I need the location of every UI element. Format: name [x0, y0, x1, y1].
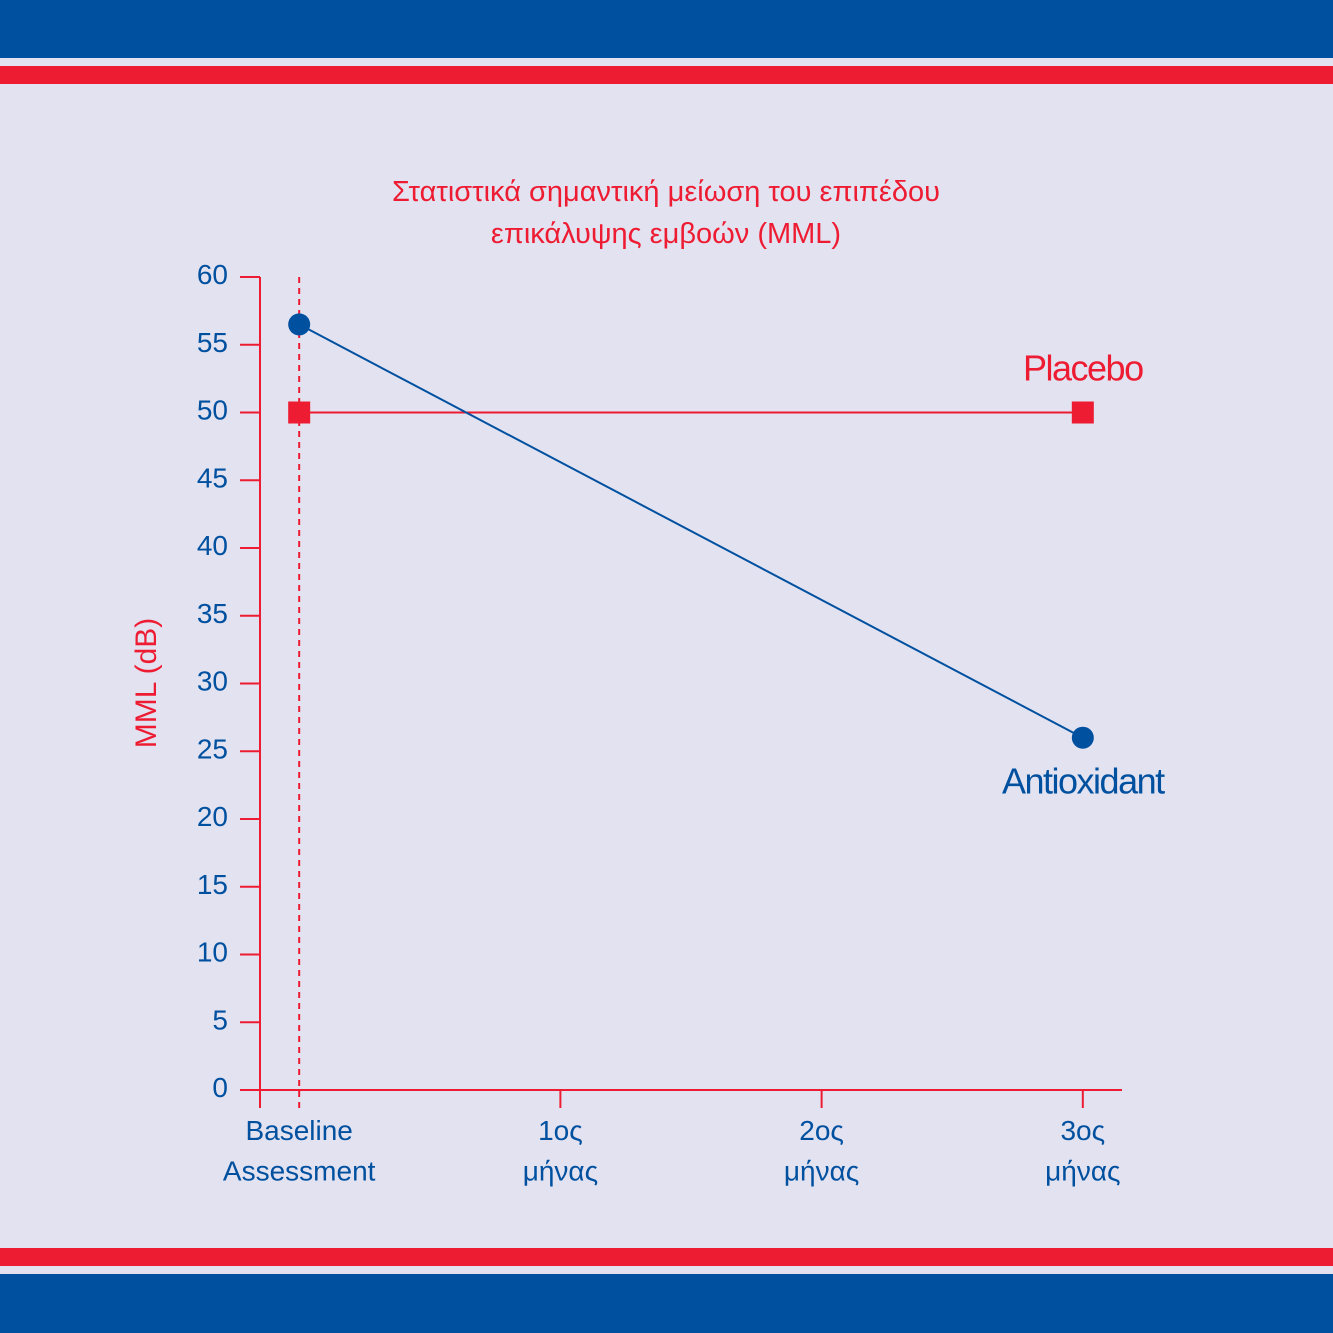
y-tick-label: 40	[197, 530, 228, 561]
y-tick-label: 10	[197, 937, 228, 968]
point	[1071, 726, 1094, 749]
y-axis-label: MML (dB)	[130, 618, 163, 749]
bottom-stripe	[0, 1248, 1333, 1266]
y-tick-label: 50	[197, 395, 228, 426]
point	[288, 401, 311, 424]
top-band	[0, 0, 1333, 58]
x-tick-label: 2ος μήνας	[784, 1115, 859, 1187]
y-tick-label: 20	[197, 801, 228, 832]
y-tick-label: 0	[212, 1072, 228, 1103]
y-tick-label: 25	[197, 734, 228, 765]
series-label: Antioxidant	[1002, 760, 1165, 801]
x-tick-label: 3ος μήνας	[1045, 1115, 1120, 1187]
bottom-band	[0, 1274, 1333, 1333]
series-label: Placebo	[1023, 347, 1143, 388]
y-tick-label: 5	[212, 1005, 228, 1036]
y-tick-label: 45	[197, 463, 228, 494]
point	[288, 313, 311, 336]
x-tick-label: Baseline Assessment	[223, 1115, 376, 1187]
y-tick-label: 35	[197, 598, 228, 629]
chart-title: Στατιστικά σημαντική μείωση του επιπέδου…	[392, 176, 940, 250]
y-tick-label: 55	[197, 327, 228, 358]
point	[1071, 401, 1094, 424]
top-stripe	[0, 66, 1333, 84]
y-tick-label: 30	[197, 666, 228, 697]
x-tick-label: 1ος μήνας	[523, 1115, 598, 1187]
y-tick-label: 60	[197, 259, 228, 290]
y-tick-label: 15	[197, 869, 228, 900]
series-line	[298, 323, 1084, 739]
